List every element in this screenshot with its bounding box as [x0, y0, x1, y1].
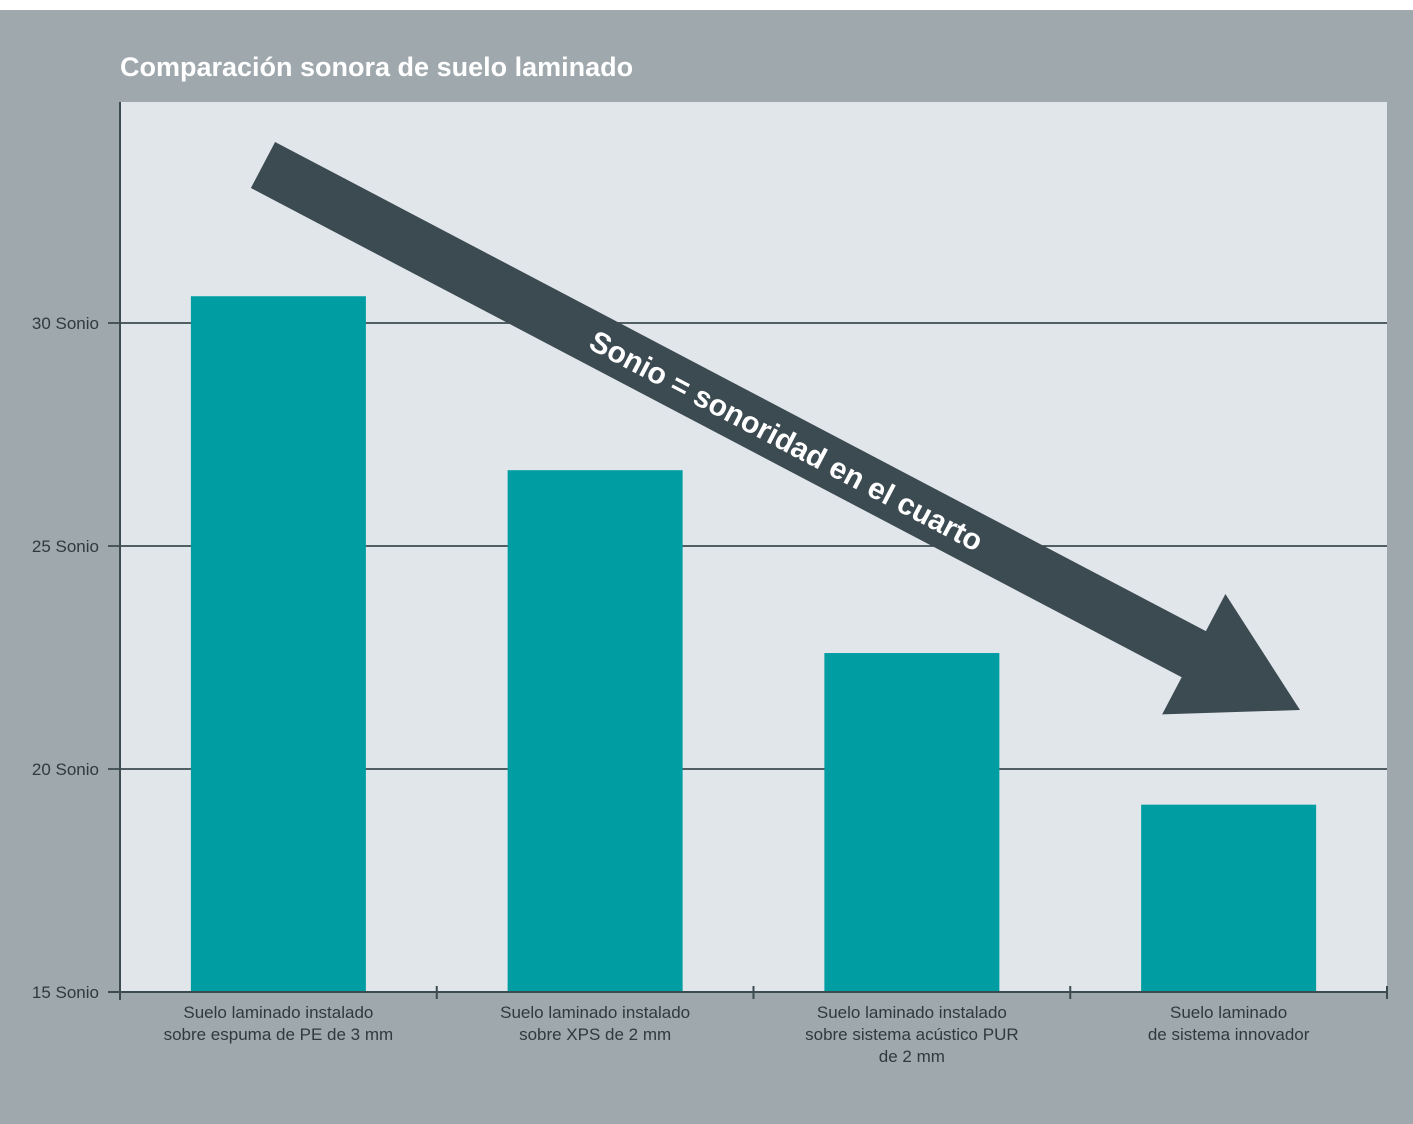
bar: [507, 470, 683, 992]
x-tick-label-line: de 2 mm: [879, 1047, 945, 1066]
bar: [190, 296, 366, 992]
axes: [108, 102, 1388, 1000]
y-tick-label: 25 Sonio: [32, 537, 99, 556]
chart-frame: Comparación sonora de suelo laminado Son…: [0, 10, 1413, 1124]
x-tick-label-line: Suelo laminado instalado: [183, 1003, 373, 1022]
trend-arrow-shape: [250, 141, 1300, 715]
x-tick-label-line: Suelo laminado instalado: [817, 1003, 1007, 1022]
x-axis-labels: Suelo laminado instalado sobre espuma de …: [164, 1003, 1310, 1066]
chart-canvas: Sonio = sonoridad en el cuarto 15 Sonio2…: [32, 102, 1388, 1066]
y-tick-label: 20 Sonio: [32, 760, 99, 779]
x-tick-label-line: de sistema innovador: [1148, 1025, 1310, 1044]
bar: [1141, 804, 1317, 992]
y-axis-labels: 15 Sonio 20 Sonio 25 Sonio 30 Sonio: [32, 314, 99, 1002]
y-tick-label: 15 Sonio: [32, 983, 99, 1002]
x-tick-label-line: Suelo laminado instalado: [500, 1003, 690, 1022]
x-tick-label: Suelo laminado de sistema innovador: [1148, 1003, 1310, 1044]
x-tick-label-line: Suelo laminado: [1170, 1003, 1287, 1022]
x-tick-label-line: sobre sistema acústico PUR: [805, 1025, 1019, 1044]
bar: [824, 653, 1000, 992]
y-tick-label: 30 Sonio: [32, 314, 99, 333]
x-tick-label-line: sobre XPS de 2 mm: [519, 1025, 671, 1044]
x-tick-label-line: sobre espuma de PE de 3 mm: [164, 1025, 394, 1044]
bars: [190, 296, 1317, 992]
chart-title: Comparación sonora de suelo laminado: [120, 52, 634, 82]
x-tick-label: Suelo laminado instalado sobre sistema ac…: [805, 1003, 1019, 1066]
x-tick-label: Suelo laminado instalado sobre espuma de …: [164, 1003, 394, 1044]
x-tick-label: Suelo laminado instalado sobre XPS de 2 m…: [500, 1003, 690, 1044]
